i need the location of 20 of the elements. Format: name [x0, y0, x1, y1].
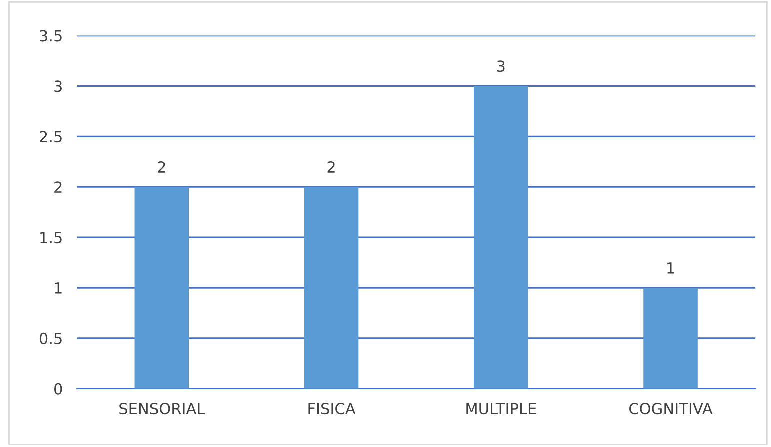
- bar: [474, 86, 528, 389]
- y-tick-label: 0.5: [40, 332, 62, 344]
- y-tick-label: 1.5: [40, 232, 62, 244]
- data-label: 3: [497, 60, 505, 72]
- x-tick-label: MULTIPLE: [466, 403, 536, 415]
- data-label: 2: [328, 161, 335, 173]
- data-label: 1: [668, 262, 674, 274]
- x-tick-label: COGNITIVA: [630, 403, 713, 415]
- bar: [134, 187, 190, 389]
- y-tick-label: 2.5: [40, 131, 62, 143]
- y-tick-label: 3: [54, 80, 62, 92]
- x-tick-label: FISICA: [308, 403, 356, 415]
- y-tick-label: 2: [54, 182, 62, 193]
- y-tick-label: 0: [54, 383, 62, 395]
- bar: [644, 288, 698, 389]
- x-tick-label: SENSORIAL: [120, 403, 206, 415]
- y-tick-label: 1: [55, 282, 62, 294]
- bar: [304, 187, 359, 389]
- data-label: 2: [158, 161, 166, 173]
- y-tick-label: 3.5: [40, 30, 62, 42]
